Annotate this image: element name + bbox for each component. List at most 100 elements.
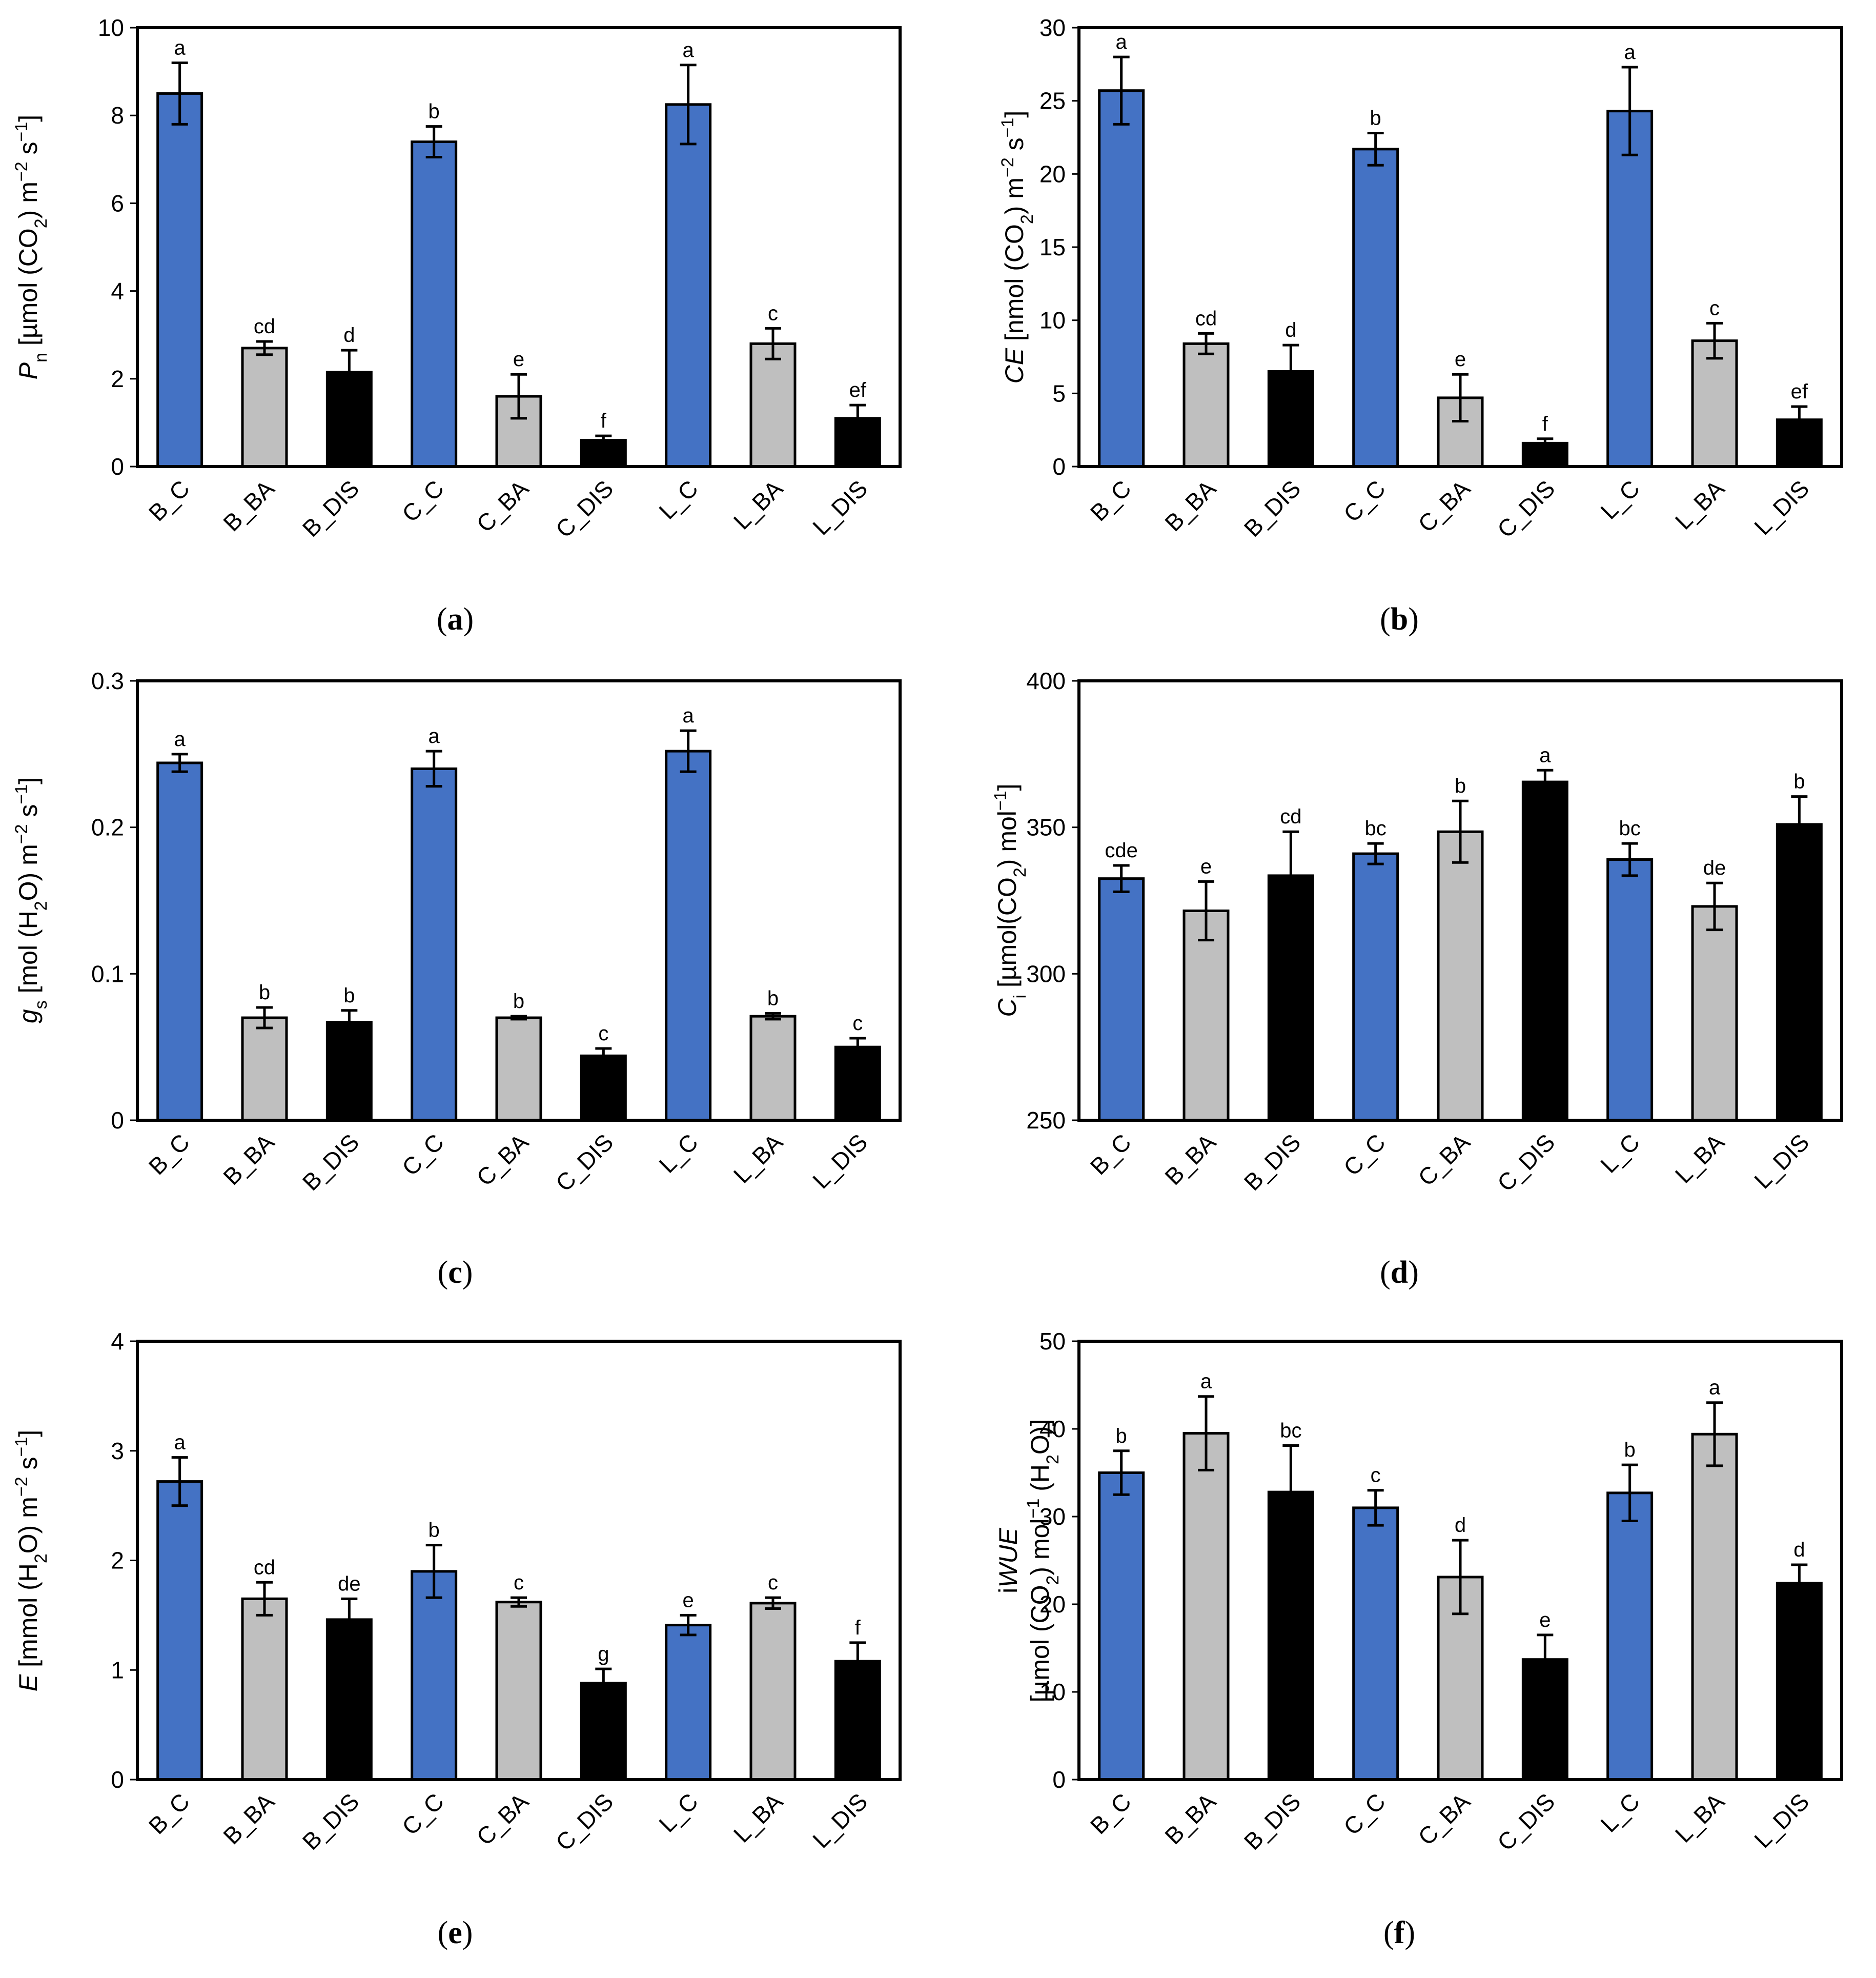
y-tick-label: 20	[1039, 160, 1066, 187]
bar	[1267, 1490, 1314, 1781]
x-tick-label: C_DIS	[550, 1788, 619, 1856]
bar	[411, 767, 458, 1122]
caption-paren: (	[438, 1255, 448, 1290]
bar	[665, 103, 712, 468]
axis-label-part: −1	[991, 791, 1010, 811]
axis-label-part: i	[994, 1588, 1023, 1593]
bar	[1691, 1432, 1738, 1781]
axis-label-part: 2	[1043, 1576, 1063, 1585]
caption-letter: a	[447, 602, 463, 637]
caption-paren: )	[462, 1255, 473, 1290]
x-tick-label: C_DIS	[550, 475, 619, 543]
x-tick-label: L_DIS	[807, 475, 872, 540]
significance-letter: cd	[1195, 307, 1217, 330]
significance-letter: cd	[254, 315, 275, 338]
y-tick-label: 25	[1039, 88, 1066, 114]
axis-label-part: −2	[12, 824, 31, 844]
significance-letter: c	[1371, 1464, 1381, 1487]
error-bar	[425, 750, 442, 788]
bar	[411, 140, 458, 468]
y-tick-label: 2	[111, 366, 124, 392]
axis-label-part: [nmol (CO	[1000, 224, 1029, 348]
caption-paren: )	[1404, 1915, 1415, 1950]
panel-caption: (f)	[1383, 1915, 1415, 1950]
panel-d: 250 300 350 400 cde B_C e B_BA cd B_DIS bc C_C b C_BA…	[991, 668, 1843, 1290]
x-tick-label: C_DIS	[550, 1128, 619, 1197]
bar	[749, 342, 797, 468]
significance-letter: e	[1455, 348, 1466, 371]
plot-frame	[136, 679, 902, 1122]
bar	[1182, 1432, 1230, 1781]
significance-letter: d	[1285, 319, 1296, 341]
significance-letter: cd	[254, 1556, 275, 1579]
axis-label-part: 2	[1017, 214, 1037, 224]
x-tick-label: C_DIS	[1492, 1788, 1560, 1856]
bar	[1776, 823, 1823, 1122]
x-tick-label: C_BA	[471, 475, 534, 537]
significance-letter: d	[343, 324, 355, 347]
error-bar	[1791, 1563, 1808, 1603]
panel-c: 00.10.20.3aB_CbB_BAbB_DISaC_CbC_BAcC_DIS…	[12, 668, 902, 1290]
bar	[1098, 877, 1145, 1122]
significance-letter: a	[1624, 41, 1636, 64]
axis-label-part: ) m	[14, 181, 43, 218]
error-bar	[849, 403, 866, 433]
x-tick-label: B_C	[144, 1788, 195, 1839]
bar	[156, 92, 203, 468]
axis-label-part: 2	[31, 218, 51, 228]
bar	[241, 1016, 288, 1122]
error-bar	[1537, 769, 1554, 795]
axis-label-part: [µmol (CO	[14, 228, 43, 353]
significance-letter: a	[1539, 744, 1551, 766]
x-tick-label: L_C	[654, 1128, 703, 1178]
error-bar	[1113, 864, 1130, 893]
significance-letter: c	[852, 1012, 863, 1035]
axis-label-part: [mmol (H	[14, 1563, 43, 1674]
bar	[241, 1597, 288, 1781]
error-bar	[171, 1456, 188, 1507]
significance-letter: b	[513, 990, 524, 1013]
error-bar	[1537, 1633, 1554, 1686]
caption-letter: f	[1394, 1915, 1405, 1950]
bar	[325, 1021, 373, 1122]
error-bar	[341, 349, 358, 396]
x-tick-label: L_C	[1595, 1128, 1644, 1178]
x-tick-label: L_C	[654, 475, 703, 524]
bar	[156, 1480, 203, 1781]
panel-a: 0246810aB_CcdB_BAdB_DISbC_CeC_BAfC_DISaL…	[12, 14, 902, 637]
x-tick-label: L_DIS	[1749, 475, 1814, 540]
y-tick-label: 30	[1039, 14, 1066, 41]
bar	[834, 1045, 881, 1122]
error-bar	[595, 1047, 612, 1065]
significance-letter: a	[429, 725, 440, 748]
x-tick-label: L_BA	[728, 1128, 788, 1188]
x-tick-label: C_C	[397, 1128, 449, 1181]
error-bar	[680, 64, 697, 146]
significance-letter: c	[768, 1571, 778, 1594]
x-tick-label: L_BA	[1670, 1128, 1730, 1188]
error-bar	[1621, 842, 1638, 877]
y-tick-label: 250	[1026, 1107, 1066, 1134]
axis-label-part: ]	[1000, 111, 1029, 118]
x-tick-label: L_DIS	[807, 1788, 872, 1853]
x-tick-label: B_BA	[1159, 1788, 1221, 1849]
x-tick-label: B_DIS	[297, 475, 364, 542]
axis-label-part: 2	[1010, 867, 1030, 877]
error-bar	[256, 1581, 273, 1617]
y-tick-label: 0	[1052, 453, 1066, 480]
error-bar	[849, 1037, 866, 1057]
bar	[495, 1016, 542, 1122]
x-tick-label: B_DIS	[297, 1128, 364, 1196]
error-bar	[1113, 1449, 1130, 1496]
y-axis-label: iWUE	[994, 1527, 1023, 1593]
panel-caption: (e)	[438, 1915, 473, 1950]
y-axis-label: Ci [µmol(CO2) mol−1]	[991, 783, 1030, 1017]
axis-label-part: ]	[14, 777, 43, 784]
bar	[1437, 830, 1484, 1122]
axis-label-part: −2	[12, 162, 31, 181]
x-tick-label: C_C	[1338, 1128, 1391, 1181]
axis-label-part: −2	[998, 157, 1017, 177]
axis-label-part: −1	[12, 122, 31, 142]
x-tick-label: L_C	[1595, 1788, 1644, 1837]
axis-label-part: 2	[1043, 1455, 1063, 1464]
